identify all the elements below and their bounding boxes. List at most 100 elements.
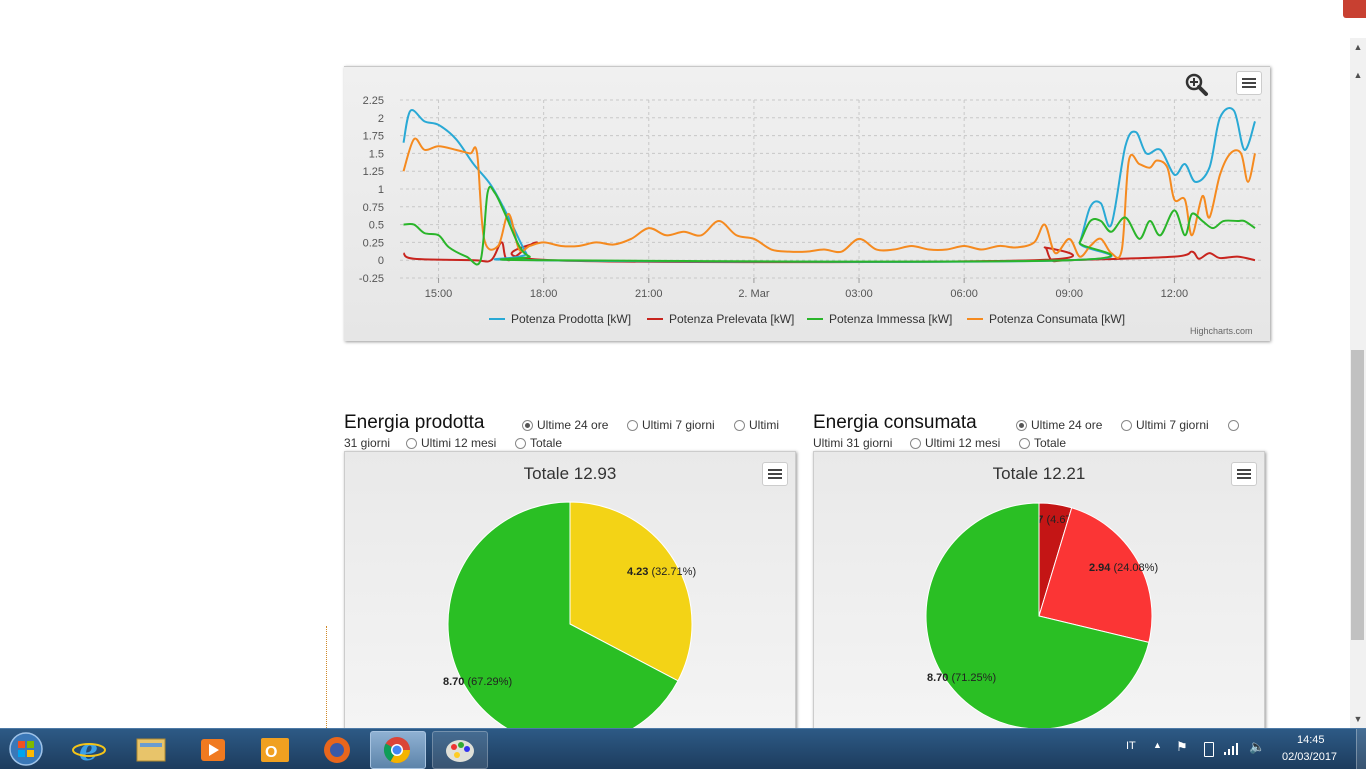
legend-item: Potenza Immessa [kW] <box>829 312 952 326</box>
svg-text:e: e <box>79 733 98 767</box>
pie-data-label: 8.70 (67.29%) <box>443 676 512 688</box>
browser-content-top <box>0 0 1340 66</box>
radio-button[interactable] <box>1121 420 1132 432</box>
radio-button[interactable] <box>1019 438 1030 450</box>
power-line-chart: -0.25 0 0.25 0.5 0.75 1 1.25 1.5 1.75 2 2.25 15:00 1… <box>344 66 1270 341</box>
x-tick-label: 12:00 <box>1161 288 1189 300</box>
series-line-1 <box>402 241 1256 264</box>
produced-radio-12m[interactable]: Ultimi 12 mesi <box>406 436 496 450</box>
x-tick-label: 09:00 <box>1056 288 1084 300</box>
pie-slice-0 <box>569 501 693 682</box>
produced-pie-title: Totale 12.93 <box>523 464 617 483</box>
series-line-0 <box>402 107 1256 263</box>
series-line-3 <box>402 137 1256 259</box>
pie-data-label: 8.70 (71.25%) <box>927 672 996 684</box>
y-tick-label: 1.5 <box>369 148 384 160</box>
hamburger-icon <box>768 469 782 471</box>
energia-consumata-title: Energia consumata <box>813 412 977 433</box>
legend-item: Potenza Consumata [kW] <box>989 312 1125 326</box>
y-tick-label: 1 <box>378 184 384 196</box>
legend-item: Potenza Prodotta [kW] <box>511 312 631 326</box>
produced-radio-24h[interactable]: Ultime 24 ore <box>522 418 608 432</box>
file-explorer-icon[interactable] <box>124 731 178 767</box>
legend-item: Potenza Prelevata [kW] <box>669 312 794 326</box>
y-tick-label: 2 <box>378 113 384 125</box>
scroll-up-arrow-icon[interactable]: ▲ <box>1353 42 1363 52</box>
produced-pie-svg: 4.23 (32.71%) 8.70 (67.29%) <box>443 501 696 730</box>
windows-start-icon[interactable] <box>4 731 48 767</box>
x-tick-label: 21:00 <box>635 288 663 300</box>
energia-prodotta-title: Energia prodotta <box>344 412 485 433</box>
x-tick-label: 2. Mar <box>738 288 770 300</box>
consumed-radio-12m[interactable]: Ultimi 12 mesi <box>910 436 1000 450</box>
produced-chart-menu-button[interactable] <box>762 462 788 486</box>
x-tick-label: 03:00 <box>845 288 873 300</box>
radio-button[interactable] <box>1016 420 1027 432</box>
clock-time[interactable]: 14:45 <box>1297 734 1325 746</box>
radio-button[interactable] <box>910 438 921 450</box>
y-tick-label: -0.25 <box>359 273 384 285</box>
y-tick-label: 0 <box>378 255 384 267</box>
y-tick-label: 1.75 <box>363 131 384 143</box>
chart-menu-button[interactable] <box>1236 71 1262 95</box>
show-hidden-icons-icon[interactable]: ▲ <box>1153 740 1162 750</box>
svg-text:O: O <box>265 744 277 761</box>
pie-slice-1 <box>447 501 679 730</box>
highcharts-credits[interactable]: Highcharts.com <box>1190 326 1253 336</box>
language-indicator[interactable]: IT <box>1126 740 1136 752</box>
hamburger-icon <box>1237 469 1251 471</box>
produced-radio-31d[interactable]: Ultimi <box>734 418 779 432</box>
pie-data-label: 4.23 (32.71%) <box>627 566 696 578</box>
produced-radio-31d-cont: 31 giorni <box>344 436 391 450</box>
internet-explorer-icon[interactable]: e <box>62 731 116 768</box>
y-tick-label: 0.5 <box>369 220 384 232</box>
produced-radio-7d[interactable]: Ultimi 7 giorni <box>627 418 715 432</box>
y-tick-label: 2.25 <box>363 95 384 107</box>
consumed-pie-svg: 0.57 (4.67%)2.94 (24.08%)8.70 (71.25%) <box>925 502 1158 730</box>
firefox-icon[interactable] <box>310 731 364 767</box>
x-tick-label: 06:00 <box>950 288 978 300</box>
pie-slice-1 <box>1038 507 1153 643</box>
consumed-radio-7d[interactable]: Ultimi 7 giorni <box>1121 418 1209 432</box>
scroll-down-arrow-icon[interactable]: ▼ <box>1353 714 1363 724</box>
zoom-in-icon[interactable] <box>1184 72 1210 98</box>
media-player-icon[interactable] <box>186 731 240 767</box>
windows-taskbar: e O IT ▲ ⚑ 🔈 14:45 02/03/2017 <box>0 728 1366 769</box>
network-signal-icon[interactable] <box>1224 742 1240 761</box>
consumed-pie-title: Totale 12.21 <box>992 464 1086 483</box>
y-tick-label: 1.25 <box>363 166 384 178</box>
produced-radio-total[interactable]: Totale <box>515 436 562 450</box>
clock-date[interactable]: 02/03/2017 <box>1282 751 1338 763</box>
consumed-radio-24h[interactable]: Ultime 24 ore <box>1016 418 1102 432</box>
radio-button[interactable] <box>627 420 638 432</box>
radio-button[interactable] <box>734 420 745 432</box>
radio-button[interactable] <box>515 438 526 450</box>
power-line-chart-svg: -0.25 0 0.25 0.5 0.75 1 1.25 1.5 1.75 2 2.25 15:00 1… <box>359 95 1262 326</box>
y-tick-label: 0.25 <box>363 237 384 249</box>
pie-data-label: 2.94 (24.08%) <box>1089 562 1158 574</box>
produced-pie-card: Totale 12.93 4.23 (32.71%) 8.70 (67.29%) <box>344 451 796 731</box>
page-divider <box>326 626 327 728</box>
consumed-radio-31d-label: Ultimi 31 giorni <box>813 436 893 450</box>
radio-button[interactable] <box>406 438 417 450</box>
x-tick-label: 18:00 <box>530 288 558 300</box>
hamburger-icon <box>1242 78 1256 80</box>
scrollbar-thumb[interactable] <box>1351 350 1364 640</box>
radio-button[interactable] <box>522 420 533 432</box>
chrome-icon[interactable] <box>370 731 426 769</box>
scroll-up-arrow-icon[interactable]: ▲ <box>1353 70 1363 80</box>
consumed-chart-menu-button[interactable] <box>1231 462 1257 486</box>
outlook-icon[interactable]: O <box>248 731 302 767</box>
pie-slice-2 <box>925 502 1150 730</box>
action-center-flag-icon[interactable]: ⚑ <box>1176 739 1188 754</box>
y-tick-label: 0.75 <box>363 202 384 214</box>
window-close-button[interactable] <box>1343 0 1366 18</box>
paint-icon[interactable] <box>432 731 488 769</box>
series-line-2 <box>403 185 1256 266</box>
consumed-radio-31d[interactable] <box>1228 418 1243 432</box>
radio-button[interactable] <box>1228 420 1239 432</box>
volume-icon[interactable]: 🔈 <box>1249 739 1266 754</box>
battery-icon[interactable] <box>1204 742 1214 757</box>
consumed-radio-total[interactable]: Totale <box>1019 436 1066 450</box>
show-desktop-button[interactable] <box>1356 729 1366 769</box>
